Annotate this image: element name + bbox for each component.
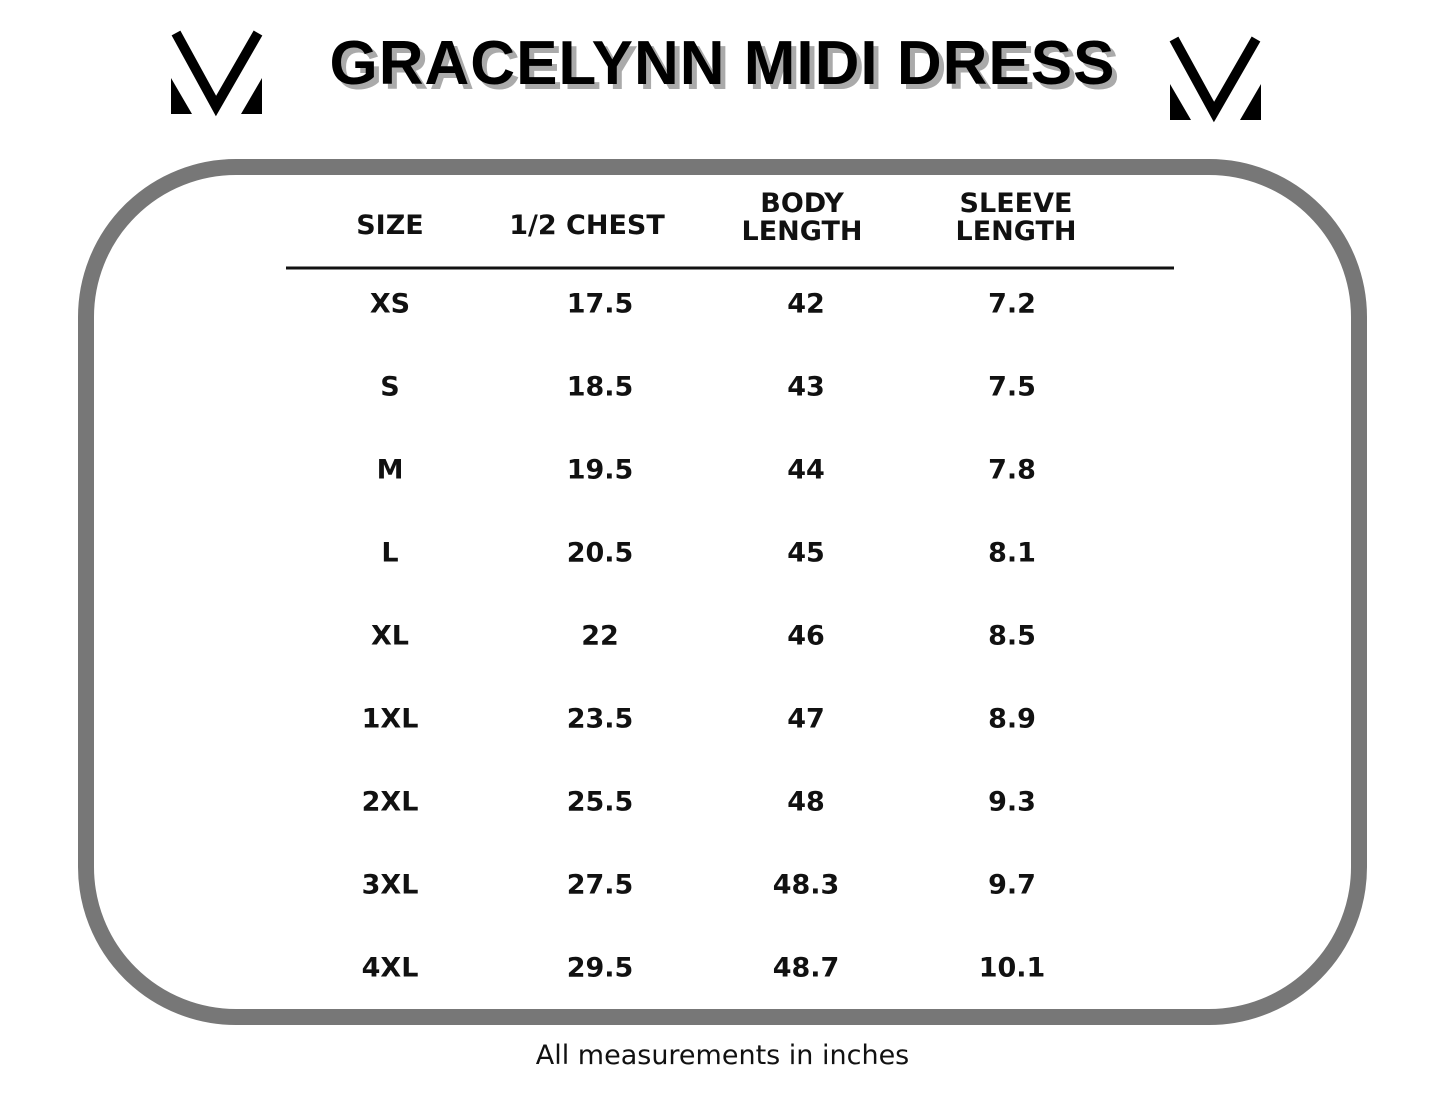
table-cell: 1XL (361, 703, 419, 735)
table-cell: 22 (581, 620, 619, 652)
logo-left (171, 30, 263, 117)
table-cell: 7.8 (988, 454, 1036, 486)
title: GRACELYNN MIDI DRESS (329, 29, 1116, 98)
table-cell: 7.5 (988, 371, 1036, 403)
table-cell: 42 (787, 288, 825, 320)
table-cell: 9.3 (988, 786, 1036, 818)
logo-right (1169, 36, 1261, 123)
table-cell: 18.5 (566, 371, 634, 403)
table-cell: 4XL (361, 952, 419, 984)
table-cell: 45 (787, 537, 825, 569)
table-cell: 10.1 (978, 952, 1046, 984)
table-cell: 48 (787, 786, 825, 818)
table-cell: 47 (787, 703, 825, 735)
table-cell: XL (370, 620, 410, 652)
table-cell: 23.5 (566, 703, 634, 735)
table-cell: M (376, 454, 404, 486)
table-cell: 7.2 (988, 288, 1036, 320)
table-cell: 29.5 (566, 952, 634, 984)
table-cell: 43 (787, 371, 825, 403)
table-cell: 27.5 (566, 869, 634, 901)
table-cell: L (381, 537, 399, 569)
table-cell: 8.1 (988, 537, 1036, 569)
column-header: 1/2 CHEST (509, 210, 665, 241)
table-cell: 8.5 (988, 620, 1036, 652)
table-cell: 48.3 (772, 869, 840, 901)
table-cell: 48.7 (772, 952, 840, 984)
table-cell: S (380, 371, 400, 403)
column-header: BODY LENGTH (741, 188, 863, 247)
frame (78, 159, 1367, 1025)
column-header: SLEEVE LENGTH (955, 188, 1077, 247)
table-cell: 46 (787, 620, 825, 652)
table-cell: 17.5 (566, 288, 634, 320)
table-cell: 20.5 (566, 537, 634, 569)
table-cell: 25.5 (566, 786, 634, 818)
table-cell: 19.5 (566, 454, 634, 486)
column-header: SIZE (356, 210, 424, 241)
footnote: All measurements in inches (535, 1040, 910, 1071)
table-cell: 3XL (361, 869, 419, 901)
table-cell: 9.7 (988, 869, 1036, 901)
table-cell: XS (369, 288, 411, 320)
table-cell: 44 (787, 454, 825, 486)
table-cell: 8.9 (988, 703, 1036, 735)
table-cell: 2XL (361, 786, 419, 818)
